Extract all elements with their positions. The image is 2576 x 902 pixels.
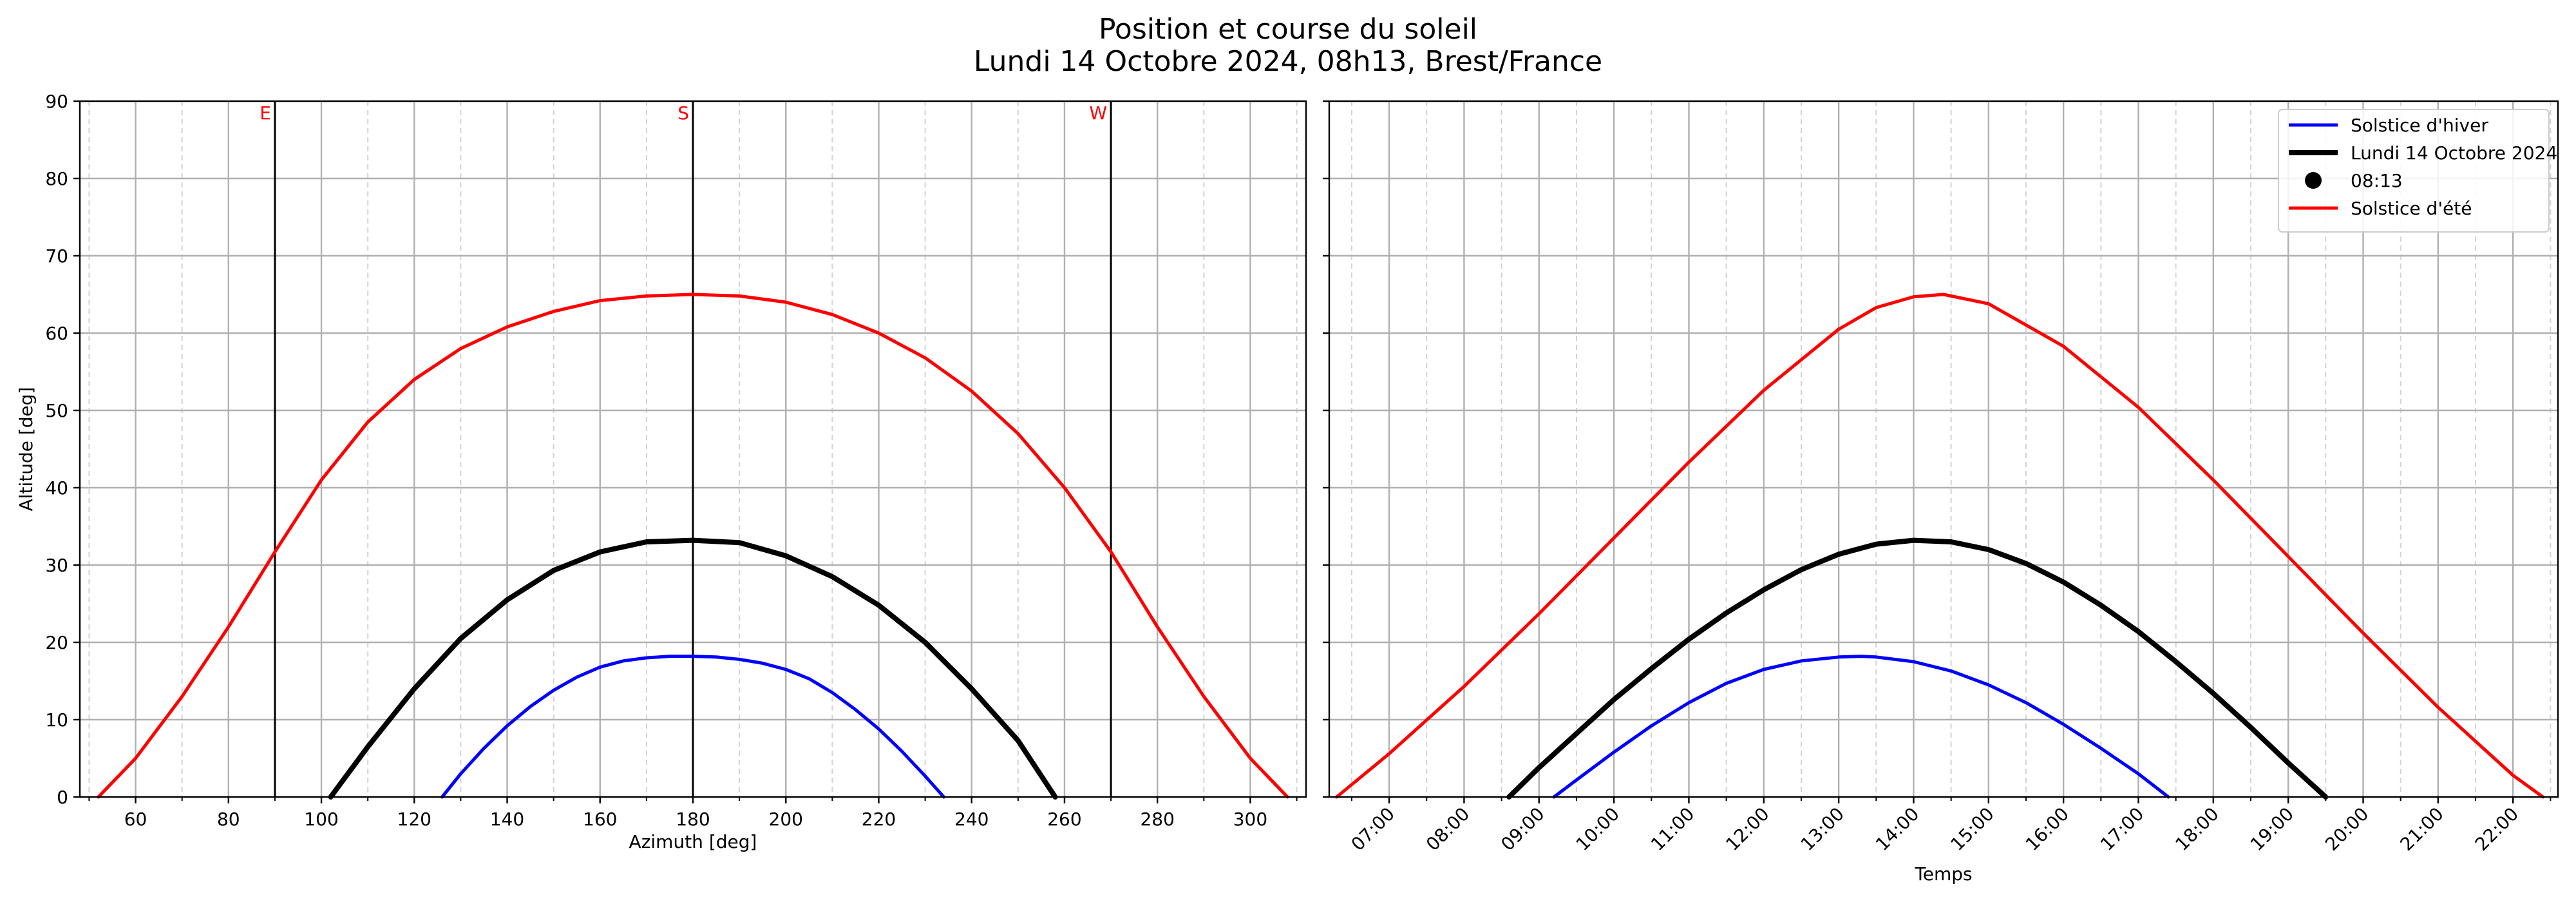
legend-label-0: Solstice d'hiver [2351,115,2488,136]
azimuth-chart-ylabel: Altitude [deg] [15,387,37,512]
time-chart-series [1335,293,2545,800]
time-plot-frame [1328,100,2559,798]
legend-label-2: 08:13 [2351,170,2403,191]
azimuth-chart-xlabel: Azimuth [deg] [629,831,757,852]
azimuth-tick-label-y: 70 [45,245,68,267]
time-chart-grid [1329,100,2558,798]
azimuth-tick-label-y: 10 [45,709,68,731]
azimuth-tick-label-y: 0 [57,787,68,808]
azimuth-reference-label-e: E [260,102,271,124]
azimuth-plot-frame [79,100,1307,798]
legend-marker-2 [2305,172,2322,189]
azimuth-tick-label-y: 20 [45,632,68,653]
legend-label-1: Lundi 14 Octobre 2024 [2351,142,2557,164]
azimuth-tick-label-x: 220 [862,809,896,830]
azimuth-tick-label-x: 240 [954,809,989,830]
azimuth-tick-label-x: 160 [583,809,617,830]
azimuth-tick-label-y: 90 [45,91,68,112]
azimuth-chart-axes: 60 80 100 120 140 160 180 200 220 240 260 280 300 0 10… [45,91,1307,830]
azimuth-tick-label-x: 80 [217,809,240,830]
azimuth-reference-label-w: W [1089,102,1107,124]
azimuth-reference-label-s: S [677,102,689,124]
figure-title-line1: Position et course du soleil [1099,13,1477,46]
figure-title-line2: Lundi 14 Octobre 2024, 08h13, Brest/Fran… [974,45,1602,78]
azimuth-chart-series [97,293,1289,800]
time-series-line-2 [1335,293,2545,799]
azimuth-series-line-2 [97,293,1289,799]
time-series-line-0 [1552,655,2170,799]
azimuth-tick-label-x: 100 [304,809,338,830]
time-series-line-1 [1506,537,2329,800]
legend-label-3: Solstice d'été [2351,198,2472,219]
azimuth-tick-label-x: 260 [1047,809,1081,830]
azimuth-series-line-1 [328,537,1058,800]
azimuth-tick-label-x: 200 [769,809,803,830]
azimuth-tick-label-x: 280 [1140,809,1174,830]
azimuth-tick-label-y: 40 [45,477,68,499]
time-chart-legend: Solstice d'hiver Lundi 14 Octobre 2024 08:… [2278,109,2557,233]
azimuth-tick-label-y: 60 [45,323,68,344]
azimuth-tick-label-x: 140 [490,809,524,830]
azimuth-tick-label-y: 80 [45,168,68,189]
time-chart-xlabel: Temps [1914,863,1972,885]
azimuth-series-line-0 [440,655,945,799]
azimuth-tick-label-y: 50 [45,400,68,421]
azimuth-tick-label-x: 120 [397,809,431,830]
azimuth-tick-label-x: 180 [676,809,710,830]
azimuth-tick-label-y: 30 [45,555,68,576]
azimuth-tick-label-x: 60 [124,809,147,830]
legend-box [2278,109,2550,233]
azimuth-tick-label-x: 300 [1233,809,1267,830]
